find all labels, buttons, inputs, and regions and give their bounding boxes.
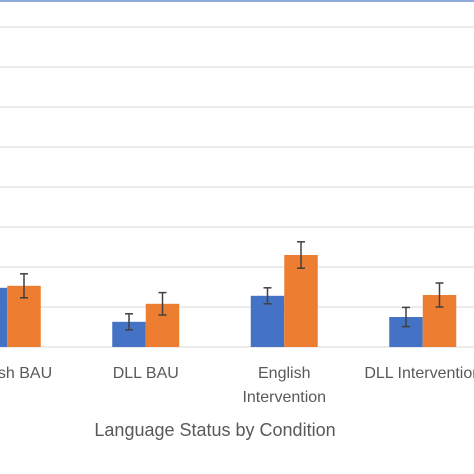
x-tick-label: English BAU <box>0 365 53 382</box>
error-bar <box>20 273 28 299</box>
x-tick-label: English Intervention <box>242 365 327 406</box>
error-bar <box>158 291 167 316</box>
bar <box>284 255 318 347</box>
error-bar <box>125 313 133 331</box>
error-bar <box>263 287 272 305</box>
x-tick-label: DLL BAU <box>112 365 179 382</box>
bar <box>0 287 8 347</box>
error-bar <box>402 306 410 328</box>
x-axis-title: Language Status by Condition <box>94 420 336 440</box>
x-tick-label: DLL Intervention <box>364 365 474 382</box>
error-bar <box>297 241 305 269</box>
error-bar <box>435 282 444 308</box>
